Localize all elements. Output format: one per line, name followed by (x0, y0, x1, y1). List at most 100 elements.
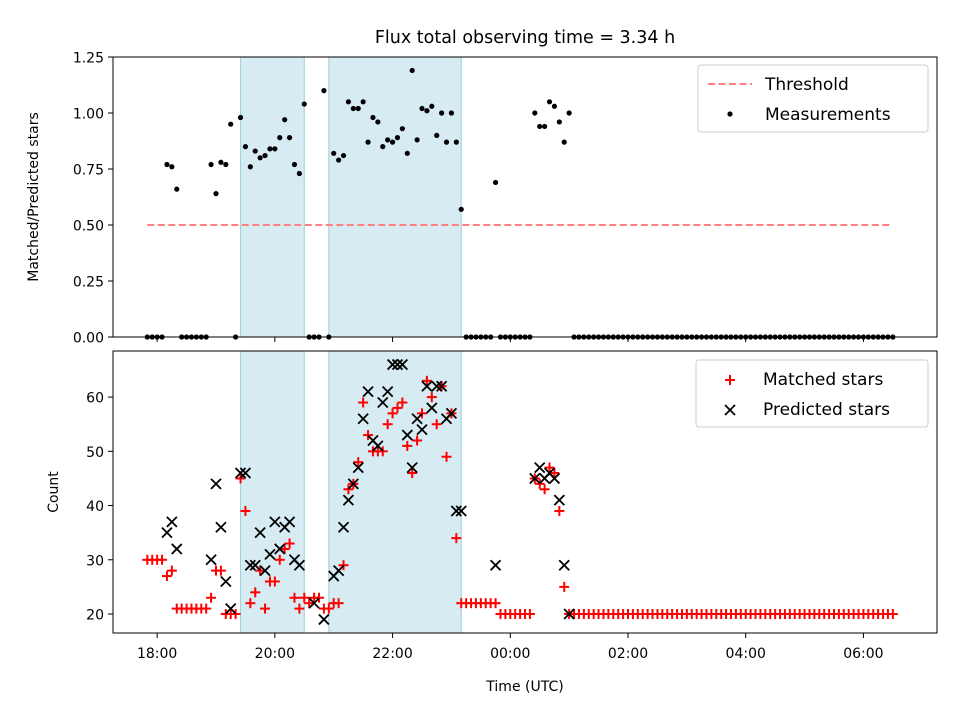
ratio-panel-frame (112, 56, 938, 338)
predicted-star-marker (548, 472, 561, 485)
predicted-star-marker (220, 575, 232, 588)
predicted-star-marker (391, 358, 404, 371)
ratio-legend: Threshold Measurements (697, 64, 929, 133)
observing-window-2 (328, 56, 462, 338)
ratio-panel: 0.00 0.25 0.50 0.75 1.00 1.25 Matched/Predict… (26, 51, 938, 347)
matched-star-marker (157, 554, 168, 565)
matched-star-marker (284, 538, 295, 549)
legend-measurements-label: Measurements (765, 105, 891, 125)
predicted-star-marker (225, 602, 237, 615)
measurement-point (296, 170, 302, 177)
ratio-y-tick-label: 0.50 (73, 219, 104, 235)
matched-star-marker (407, 468, 418, 479)
matched-star-markers (142, 375, 898, 620)
x-tick-label: 20:00 (255, 646, 295, 662)
matched-star-marker (363, 430, 374, 441)
measurement-point (252, 148, 258, 154)
predicted-star-marker (435, 380, 448, 392)
predicted-star-marker (161, 527, 173, 539)
predicted-star-marker (283, 516, 296, 528)
matched-star-marker (426, 392, 437, 403)
ratio-legend-box (697, 64, 929, 133)
ratio-y-tick-label: 1.00 (73, 107, 104, 123)
predicted-star-marker (362, 386, 374, 398)
measurement-point (537, 123, 543, 130)
legend-measurements-swatch (727, 111, 733, 117)
matched-star-marker (314, 592, 324, 603)
predicted-star-marker (416, 423, 428, 436)
measurement-point (399, 126, 405, 132)
predicted-star-marker (166, 516, 178, 528)
measurement-point (340, 152, 347, 159)
matched-star-marker (887, 609, 898, 620)
measurement-point (242, 144, 249, 150)
measurement-point (267, 146, 273, 152)
measurement-point (375, 119, 381, 125)
matched-star-marker (441, 451, 452, 462)
predicted-star-marker (264, 548, 276, 561)
measurement-point (321, 88, 327, 94)
predicted-star-marker (411, 413, 423, 425)
ratio-y-tick-label: 0.25 (73, 275, 104, 291)
predicted-star-marker (318, 613, 330, 626)
predicted-star-marker (563, 608, 575, 620)
measurement-point (389, 139, 396, 145)
count-y-tick-label: 50 (86, 445, 104, 461)
measurement-point (350, 105, 356, 112)
matched-star-marker (387, 408, 398, 419)
measurement-point (228, 121, 234, 127)
predicted-star-marker (171, 543, 183, 555)
matched-star-marker (559, 581, 570, 592)
matched-star-marker (240, 505, 251, 516)
matched-star-marker (343, 484, 354, 495)
measurement-point (370, 114, 376, 121)
measurement-point (448, 110, 455, 116)
measurement-point (409, 67, 415, 74)
x-tick-label: 04:00 (726, 646, 766, 662)
measurement-point (424, 108, 430, 114)
matched-star-marker (539, 484, 550, 495)
matched-star-marker (161, 571, 172, 582)
predicted-star-marker (421, 380, 433, 392)
measurement-point (345, 99, 352, 105)
matched-star-marker (397, 397, 408, 408)
predicted-star-marker (239, 467, 252, 479)
predicted-star-marker (234, 467, 247, 479)
count-y-tick-label: 30 (86, 553, 104, 569)
measurement-point (355, 105, 361, 112)
count-x-ticks: 18:00 20:00 22:00 00:00 02:00 04:00 06:00 (137, 633, 884, 662)
legend-predicted-label: Predicted stars (763, 400, 890, 420)
measurement-point (556, 119, 562, 125)
matched-star-marker (402, 440, 413, 451)
measurement-point (169, 164, 175, 170)
measurement-point (164, 161, 170, 168)
matched-star-marker (166, 565, 177, 576)
matched-star-marker (294, 603, 305, 614)
legend-matched-swatch (725, 375, 735, 385)
observing-window-2 (328, 350, 462, 634)
measurement-point (286, 135, 293, 141)
predicted-star-marker (426, 402, 438, 414)
matched-star-marker (554, 505, 565, 516)
matched-star-marker (206, 592, 217, 603)
count-observing-windows (240, 350, 462, 634)
x-tick-label: 18:00 (137, 646, 177, 662)
predicted-star-marker (308, 597, 320, 609)
count-legend: Matched stars Predicted stars (695, 359, 929, 428)
measurement-point (301, 101, 307, 107)
predicted-star-marker (337, 521, 350, 533)
matched-star-marker (230, 609, 241, 620)
count-y-axis-label: Count (46, 471, 62, 513)
count-panel: 20 30 40 50 60 18:00 20:00 22:00 00:00 02:00 04:0… (46, 350, 938, 695)
measurement-point (282, 117, 288, 123)
observing-window-1 (240, 350, 305, 634)
predicted-star-marker (455, 505, 467, 517)
matched-star-marker (279, 543, 290, 554)
matched-star-marker (255, 565, 266, 576)
matched-star-marker (377, 446, 388, 457)
predicted-star-marker (293, 559, 306, 571)
predicted-star-marker (377, 396, 389, 409)
predicted-star-marker (249, 559, 261, 571)
x-tick-label: 00:00 (490, 646, 530, 662)
